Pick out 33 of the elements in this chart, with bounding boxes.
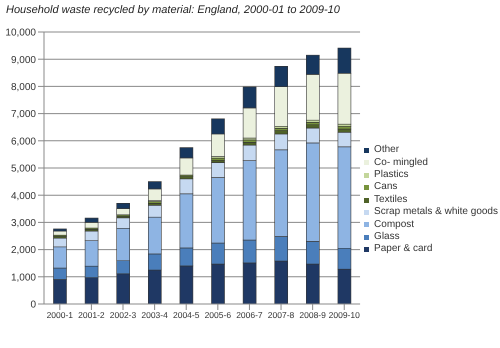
legend-label: Paper & card: [374, 243, 432, 256]
x-tick-label: 2002-3: [110, 310, 137, 320]
x-tick-label: 2008-9: [299, 310, 326, 320]
legend-label: Other: [374, 144, 400, 157]
legend-label: Scrap metals & white goods: [374, 206, 498, 219]
legend-label: Compost: [374, 218, 414, 232]
bar: [338, 126, 352, 130]
x-tick-label: 2000-1: [46, 310, 74, 320]
y-tick-label: 9,000: [10, 54, 36, 66]
x-tick-label: 2006-7: [236, 310, 263, 320]
chart-title: Household waste recycled by material: England, 2000-01 to 2009-10: [6, 4, 340, 16]
y-tick-label: 0: [30, 300, 36, 311]
y-tick-label: 8,000: [10, 82, 36, 93]
x-tick-label: 2007-8: [268, 310, 295, 320]
y-tick-label: 3,000: [10, 218, 36, 229]
y-tick-label: 2,000: [10, 245, 36, 256]
y-tick-label: 7,000: [10, 109, 36, 120]
x-tick-label: 2001-2: [78, 310, 105, 320]
x-tick-label: 2004-5: [172, 310, 200, 320]
y-tick-label: 1,000: [10, 272, 36, 284]
y-tick-label: 4,000: [10, 190, 36, 202]
legend-label: Textiles: [374, 194, 408, 206]
bar: [53, 228, 67, 232]
legend-label: Cans: [374, 181, 398, 194]
legend-label: Co- mingled: [374, 156, 428, 169]
x-tick-label: 2009-10: [328, 310, 360, 320]
x-tick-label: 2005-6: [204, 310, 232, 320]
legend-label: Glass: [374, 231, 400, 244]
legend-label: Plastics: [374, 168, 408, 182]
y-tick-label: 5,000: [10, 164, 36, 175]
y-tick-label: 10,000: [5, 28, 36, 39]
x-tick-label: 2003-4: [141, 310, 168, 320]
y-tick-label: 6,000: [10, 136, 36, 148]
